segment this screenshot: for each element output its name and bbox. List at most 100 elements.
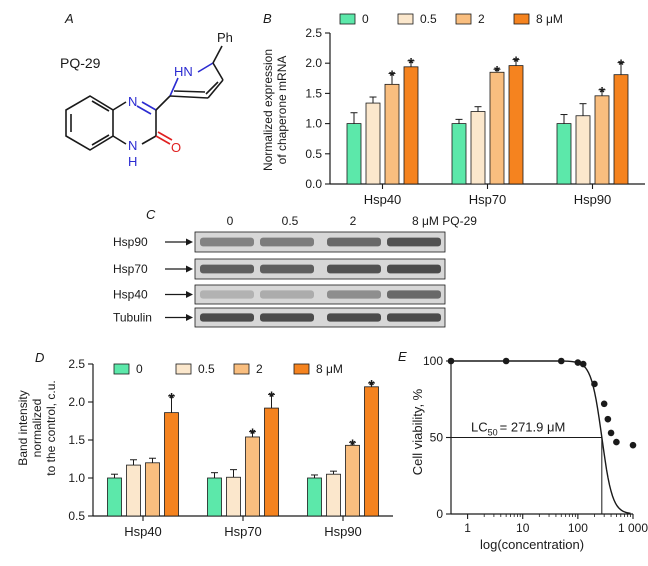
- blot-band: [200, 264, 254, 274]
- data-point: [591, 380, 598, 388]
- ring-bond: [141, 101, 157, 111]
- data-point: [447, 357, 455, 365]
- bar: [307, 477, 322, 517]
- legend-swatch: [397, 13, 414, 25]
- category-label: Hsp90: [574, 192, 612, 207]
- molecule-structure: [65, 45, 224, 151]
- panel-c: C 0 0.5 2 8 μM PQ-29 Hsp90 Hsp70 Hsp40 Tubulin: [113, 207, 477, 328]
- arrow-icon: [186, 238, 193, 246]
- significance-star: *: [269, 388, 275, 405]
- panel-letter-e: E: [398, 349, 407, 364]
- arrow-icon: [186, 265, 193, 273]
- blot-strip: [194, 284, 446, 305]
- significance-star: *: [369, 377, 375, 394]
- blot-band: [260, 313, 314, 322]
- x-tick-label: 1: [464, 521, 471, 535]
- panel-letter-a: A: [64, 11, 74, 26]
- ring-bond: [112, 135, 127, 145]
- data-point: [579, 360, 587, 368]
- y-tick-label: 0.5: [305, 147, 322, 161]
- blot-band: [200, 290, 254, 299]
- bar: [346, 123, 362, 185]
- y-tick-label: 1.5: [68, 433, 85, 447]
- category-label: Hsp40: [364, 192, 402, 207]
- blot-band: [327, 264, 381, 274]
- carbonyl-bond-double: [157, 131, 173, 141]
- bar: [384, 83, 400, 185]
- category-label: Hsp90: [324, 524, 362, 539]
- bar: [613, 74, 629, 185]
- y-tick-label: 0: [436, 507, 443, 521]
- chart-b-plot: 0.0 0.5 1.0 1.5 2.0 2.5 * * Hsp40 * * Hsp70 * * Hsp90: [305, 26, 645, 207]
- blot-band: [387, 237, 441, 247]
- blot-band: [327, 313, 381, 322]
- y-tick-label: 1.5: [305, 86, 322, 100]
- blot-band: [200, 313, 254, 322]
- data-point: [600, 400, 608, 408]
- data-point: [629, 441, 637, 449]
- category-label: Hsp70: [469, 192, 507, 207]
- bar: [226, 476, 241, 517]
- x-tick-label: 100: [568, 521, 588, 535]
- ring-bond: [112, 101, 127, 111]
- significance-star: *: [408, 55, 414, 72]
- legend-b: 0 0.5 2 8 μM: [339, 12, 563, 26]
- blot-band: [327, 237, 381, 247]
- y-tick-label: 0.0: [305, 177, 322, 191]
- significance-star: *: [513, 54, 519, 71]
- molecule-name: PQ-29: [60, 55, 101, 71]
- panel-a: A PQ-29: [60, 11, 233, 169]
- benzene-double-bond: [91, 100, 110, 112]
- bar: [508, 65, 524, 185]
- legend-swatch: [233, 363, 250, 375]
- x-tick-label: 1 000: [618, 521, 648, 535]
- bar: [145, 462, 160, 517]
- y-tick-label: 50: [430, 431, 444, 445]
- pyrrole-bond: [169, 77, 179, 97]
- data-point: [607, 429, 615, 437]
- significance-star: *: [494, 63, 500, 80]
- atom-h-bottom: H: [128, 154, 137, 169]
- arrow-icon: [186, 291, 193, 298]
- y-tick-label: 1.0: [68, 471, 85, 485]
- data-point: [502, 357, 510, 365]
- panel-letter-d: D: [35, 350, 44, 365]
- legend-swatch: [113, 363, 130, 375]
- significance-star: *: [389, 67, 395, 84]
- blot-band: [260, 237, 314, 247]
- blot-band: [387, 290, 441, 299]
- carbonyl-bond: [155, 135, 171, 145]
- ring-bond-double: [136, 105, 152, 115]
- bar: [107, 477, 122, 517]
- y-tick-label: 1.0: [305, 117, 322, 131]
- blot-band: [260, 264, 314, 274]
- y-tick-label: 2.0: [68, 395, 85, 409]
- ylabel-d-line1: Band intensity: [16, 390, 30, 465]
- legend-label: 0.5: [420, 12, 437, 26]
- concentration-label: 2: [350, 214, 357, 228]
- pyrrole-bond-double: [173, 90, 206, 93]
- bar: [345, 444, 360, 517]
- concentration-label: 8 μM PQ-29: [412, 214, 477, 228]
- xlabel-e: log(concentration): [480, 537, 584, 552]
- pyrrole-bond: [169, 95, 209, 99]
- blot-band: [200, 237, 254, 247]
- bar: [403, 66, 419, 185]
- panel-e: E Cell viability, % log(concentration) 0…: [398, 349, 648, 552]
- bar: [365, 102, 381, 185]
- legend-label: 0.5: [198, 362, 215, 376]
- atom-nh-pyrrole: HN: [174, 64, 193, 79]
- chart-d-plot: 0.5 1.0 1.5 2.0 2.5 * Hsp40 * * Hsp70 * * Hsp90: [68, 357, 393, 539]
- legend-swatch: [455, 13, 472, 25]
- blot-band: [387, 313, 441, 322]
- atom-ph: Ph: [217, 30, 233, 45]
- bar: [575, 115, 591, 185]
- legend-label: 0: [362, 12, 369, 26]
- pyrrole-bond: [197, 62, 214, 73]
- legend-d: 0 0.5 2 8 μM: [113, 362, 343, 376]
- blot-strip: [194, 231, 446, 253]
- lc50-prefix: LC: [471, 420, 488, 435]
- y-tick-label: 2.5: [305, 26, 322, 40]
